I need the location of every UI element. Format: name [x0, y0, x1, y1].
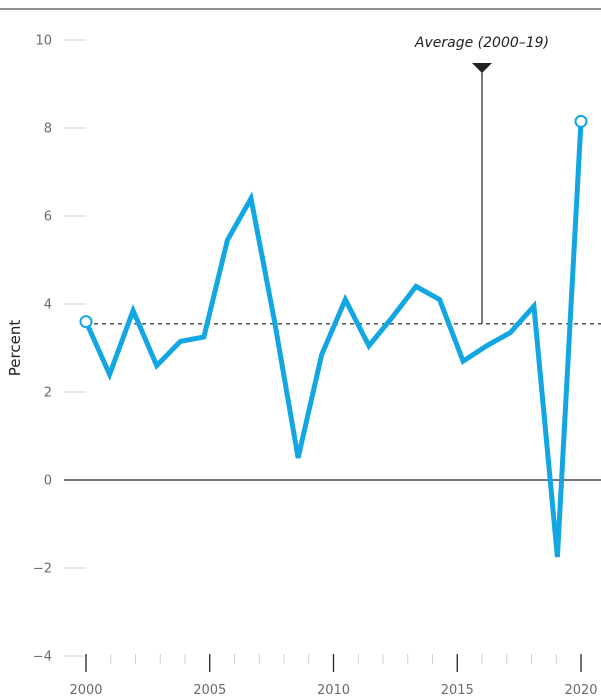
average-annotation: Average (2000–19) — [414, 35, 549, 51]
x-tick-label: 2020 — [564, 683, 597, 698]
average-arrow-marker — [472, 63, 492, 73]
y-tick-label: 0 — [44, 474, 52, 489]
series-group — [81, 116, 587, 557]
y-tick-label: 6 — [44, 210, 52, 225]
y-axis-ticks: −4 −2 0 2 4 6 8 10 — [33, 34, 86, 665]
series-line — [86, 121, 581, 557]
x-tick-label: 2000 — [69, 683, 102, 698]
y-tick-label: −2 — [33, 562, 52, 577]
y-axis-title: Percent — [6, 320, 24, 377]
y-tick-label: 8 — [44, 122, 52, 137]
endpoint-marker — [576, 116, 587, 127]
y-tick-label: −4 — [33, 650, 52, 665]
endpoint-marker — [81, 316, 92, 327]
y-tick-label: 2 — [44, 386, 52, 401]
x-tick-label: 2010 — [317, 683, 350, 698]
x-tick-label: 2005 — [193, 683, 226, 698]
x-axis-ticks: 2000 2005 2010 2015 2020 — [69, 654, 597, 698]
x-tick-label: 2015 — [441, 683, 474, 698]
y-tick-label: 10 — [35, 34, 52, 49]
y-tick-label: 4 — [44, 298, 52, 313]
